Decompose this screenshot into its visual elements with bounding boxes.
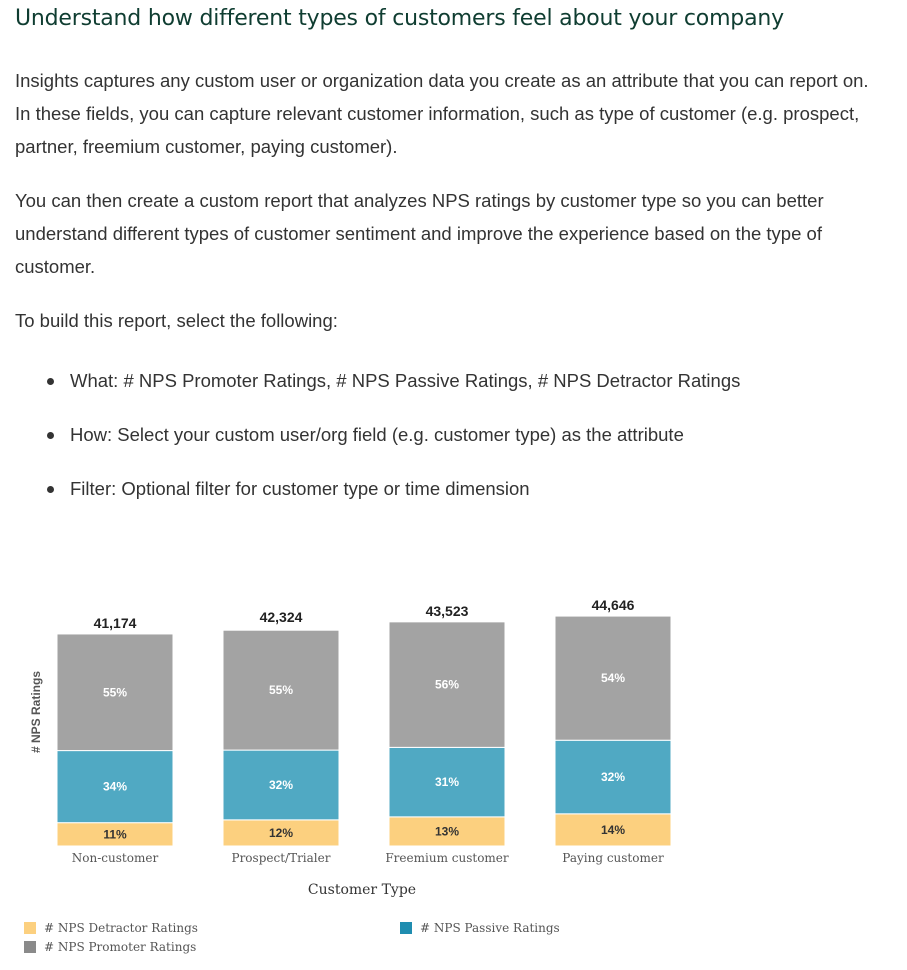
legend-item-promoter: # NPS Promoter Ratings (24, 940, 196, 954)
list-item: Filter: Optional filter for customer typ… (45, 472, 740, 506)
category-label: Non-customer (72, 851, 159, 865)
segment-label: 12% (269, 826, 293, 840)
category-label: Paying customer (562, 851, 664, 865)
legend-label-passive: # NPS Passive Ratings (420, 921, 560, 935)
segment-label: 34% (103, 780, 127, 794)
bar-segment-passive (388, 746, 506, 818)
report-settings-list: What: # NPS Promoter Ratings, # NPS Pass… (45, 364, 740, 526)
y-axis-label: # NPS Ratings (29, 671, 43, 753)
bar-segment-detractor (388, 816, 506, 847)
bar-segment-promoter (222, 629, 340, 751)
legend-label-detractor: # NPS Detractor Ratings (44, 921, 198, 935)
segment-label: 55% (103, 685, 127, 699)
segment-label: 13% (435, 824, 459, 838)
segment-label: 32% (601, 770, 625, 784)
legend-label-promoter: # NPS Promoter Ratings (44, 940, 197, 954)
bar-segment-passive (222, 749, 340, 821)
legend-swatch-detractor (24, 922, 36, 934)
bullet-dot (47, 432, 54, 439)
bar-segment-passive (56, 750, 174, 824)
bar-segment-detractor (222, 819, 340, 847)
bar-segment-promoter (554, 615, 672, 741)
nps-chart: # NPS Ratings 11% 34% 55% 41,174 Non-custome… (29, 597, 672, 898)
bullet-filter: Filter: Optional filter for customer typ… (70, 478, 530, 499)
page-heading: Understand how different types of custom… (15, 6, 784, 31)
x-axis-label: Customer Type (308, 882, 416, 898)
category-label: Freemium customer (385, 851, 509, 865)
legend-swatch-promoter (24, 941, 36, 953)
bar-segment-passive (554, 739, 672, 815)
bar-total-label: 41,174 (94, 615, 137, 631)
bullet-what: What: # NPS Promoter Ratings, # NPS Pass… (70, 370, 741, 391)
segment-label: 56% (435, 678, 459, 692)
segment-label: 31% (435, 775, 459, 789)
segment-label: 55% (269, 683, 293, 697)
bullet-how: How: Select your custom user/org field (… (70, 424, 684, 445)
bar-segment-promoter (56, 633, 174, 752)
report-paragraph: You can then create a custom report that… (15, 190, 824, 277)
list-item: How: Select your custom user/org field (… (45, 418, 740, 452)
segment-label: 32% (269, 778, 293, 792)
list-item: What: # NPS Promoter Ratings, # NPS Pass… (45, 364, 740, 398)
bar-total-label: 42,324 (260, 609, 303, 625)
legend-item-detractor: # NPS Detractor Ratings (24, 921, 198, 935)
bar-segment-promoter (388, 621, 506, 748)
bar-total-label: 43,523 (426, 603, 469, 619)
bullet-dot (47, 486, 54, 493)
legend-swatch-passive (400, 922, 412, 934)
segment-label: 54% (601, 671, 625, 685)
segment-label: 14% (601, 823, 625, 837)
instructions-paragraph: To build this report, select the followi… (15, 310, 338, 331)
bullet-dot (47, 378, 54, 385)
legend-item-passive: # NPS Passive Ratings (400, 921, 560, 935)
bar-segment-detractor (554, 813, 672, 847)
bars-group: 11% 34% 55% 41,174 Non-customer 12% 32% 55% 42,3… (56, 597, 672, 865)
category-label: Prospect/Trialer (232, 851, 331, 865)
segment-label: 11% (103, 827, 127, 841)
bar-total-label: 44,646 (592, 597, 635, 613)
intro-paragraph: Insights captures any custom user or org… (15, 70, 869, 157)
